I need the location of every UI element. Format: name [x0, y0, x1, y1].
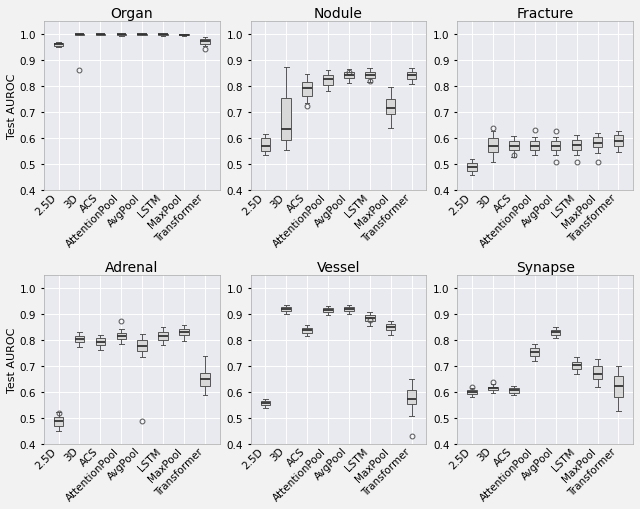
PathPatch shape [614, 135, 623, 147]
PathPatch shape [200, 374, 210, 386]
Y-axis label: Test AUROC: Test AUROC [7, 74, 17, 139]
PathPatch shape [260, 402, 270, 406]
PathPatch shape [509, 142, 518, 151]
PathPatch shape [282, 307, 291, 312]
PathPatch shape [302, 328, 312, 333]
PathPatch shape [138, 35, 147, 36]
Title: Adrenal: Adrenal [105, 260, 158, 274]
PathPatch shape [282, 99, 291, 140]
Title: Fracture: Fracture [516, 7, 574, 21]
PathPatch shape [158, 35, 168, 36]
PathPatch shape [302, 82, 312, 97]
PathPatch shape [95, 35, 105, 36]
PathPatch shape [572, 362, 581, 370]
PathPatch shape [530, 349, 540, 356]
PathPatch shape [467, 390, 477, 394]
PathPatch shape [530, 142, 540, 150]
PathPatch shape [54, 44, 63, 46]
Title: Organ: Organ [110, 7, 153, 21]
PathPatch shape [572, 140, 581, 151]
PathPatch shape [116, 35, 126, 36]
PathPatch shape [200, 40, 210, 44]
Y-axis label: Test AUROC: Test AUROC [7, 327, 17, 392]
PathPatch shape [365, 72, 374, 78]
PathPatch shape [551, 330, 561, 335]
PathPatch shape [344, 307, 354, 312]
PathPatch shape [344, 73, 354, 79]
PathPatch shape [551, 142, 561, 151]
PathPatch shape [386, 325, 396, 330]
PathPatch shape [116, 333, 126, 339]
PathPatch shape [509, 388, 518, 393]
Title: Nodule: Nodule [314, 7, 363, 21]
PathPatch shape [179, 35, 189, 36]
PathPatch shape [260, 139, 270, 152]
PathPatch shape [488, 139, 498, 153]
PathPatch shape [54, 417, 63, 426]
PathPatch shape [467, 164, 477, 172]
PathPatch shape [323, 76, 333, 86]
PathPatch shape [593, 366, 602, 380]
PathPatch shape [488, 387, 498, 390]
PathPatch shape [614, 376, 623, 397]
PathPatch shape [593, 138, 602, 148]
PathPatch shape [75, 35, 84, 36]
PathPatch shape [179, 329, 189, 336]
PathPatch shape [158, 332, 168, 340]
PathPatch shape [365, 315, 374, 321]
Title: Synapse: Synapse [516, 260, 575, 274]
PathPatch shape [407, 73, 417, 80]
PathPatch shape [407, 390, 417, 405]
PathPatch shape [323, 308, 333, 313]
PathPatch shape [386, 100, 396, 115]
PathPatch shape [95, 338, 105, 346]
Title: Vessel: Vessel [317, 260, 360, 274]
PathPatch shape [75, 336, 84, 342]
PathPatch shape [138, 340, 147, 351]
